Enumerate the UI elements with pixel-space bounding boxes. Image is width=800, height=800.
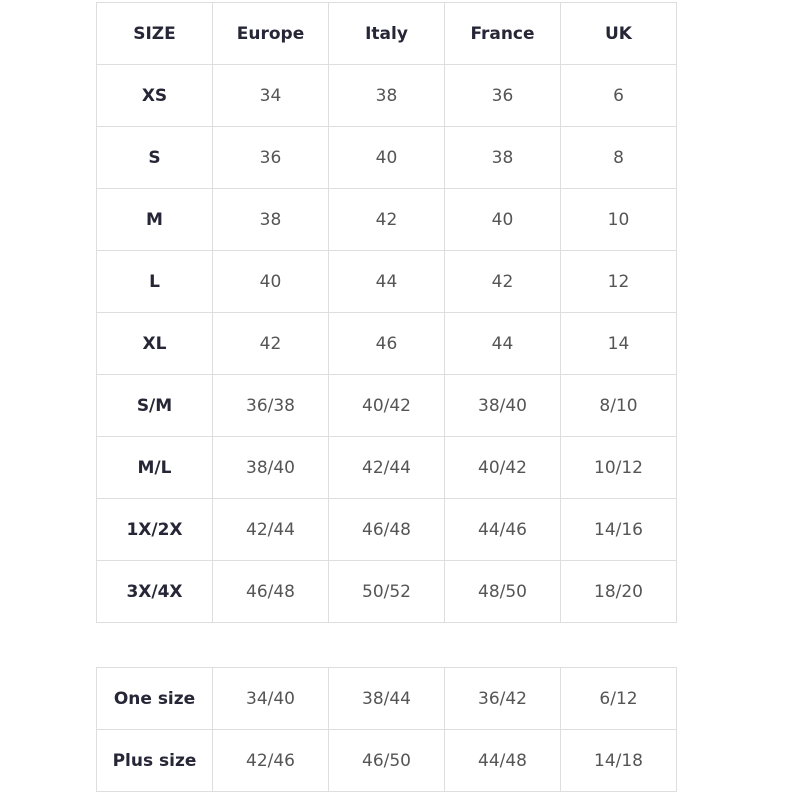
table-row: XL 42 46 44 14 [96,312,677,375]
column-header: Italy [328,2,445,65]
size-value-cell: 14 [560,312,677,375]
size-label-cell: S/M [96,374,213,437]
size-label-cell: 1X/2X [96,498,213,561]
column-header: SIZE [96,2,213,65]
special-size-table: One size 34/40 38/44 36/42 6/12 Plus size 42/4… [96,667,677,792]
size-value-cell: 48/50 [444,560,561,623]
size-value-cell: 40 [444,188,561,251]
size-label-cell: 3X/4X [96,560,213,623]
size-value-cell: 34/40 [212,667,329,730]
size-value-cell: 38/44 [328,667,445,730]
size-value-cell: 18/20 [560,560,677,623]
size-value-cell: 38/40 [212,436,329,499]
table-row: One size 34/40 38/44 36/42 6/12 [96,667,677,730]
table-header-row: SIZE Europe Italy France UK [96,2,677,65]
size-value-cell: 42/46 [212,729,329,792]
table-row: M 38 42 40 10 [96,188,677,251]
table-row: XS 34 38 36 6 [96,64,677,127]
size-value-cell: 38 [212,188,329,251]
table-row: 3X/4X 46/48 50/52 48/50 18/20 [96,560,677,623]
size-value-cell: 40/42 [328,374,445,437]
size-value-cell: 46 [328,312,445,375]
size-label-cell: Plus size [96,729,213,792]
column-header: France [444,2,561,65]
column-header: Europe [212,2,329,65]
size-value-cell: 50/52 [328,560,445,623]
table-row: Plus size 42/46 46/50 44/48 14/18 [96,729,677,792]
size-value-cell: 36/42 [444,667,561,730]
size-value-cell: 8/10 [560,374,677,437]
size-value-cell: 44/46 [444,498,561,561]
size-value-cell: 40 [212,250,329,313]
size-value-cell: 44 [444,312,561,375]
size-value-cell: 46/48 [212,560,329,623]
size-value-cell: 42/44 [212,498,329,561]
column-header: UK [560,2,677,65]
size-value-cell: 6/12 [560,667,677,730]
size-label-cell: M/L [96,436,213,499]
size-label-cell: XL [96,312,213,375]
size-value-cell: 36 [212,126,329,189]
size-value-cell: 42 [328,188,445,251]
table-row: 1X/2X 42/44 46/48 44/46 14/16 [96,498,677,561]
size-value-cell: 40/42 [444,436,561,499]
size-value-cell: 40 [328,126,445,189]
size-value-cell: 6 [560,64,677,127]
size-value-cell: 36 [444,64,561,127]
size-value-cell: 42/44 [328,436,445,499]
size-value-cell: 12 [560,250,677,313]
size-label-cell: XS [96,64,213,127]
size-value-cell: 44 [328,250,445,313]
size-value-cell: 14/16 [560,498,677,561]
size-conversion-table: SIZE Europe Italy France UK XS 34 38 36 6 S 36 40 38… [96,2,677,623]
table-row: S 36 40 38 8 [96,126,677,189]
size-value-cell: 46/48 [328,498,445,561]
size-value-cell: 42 [444,250,561,313]
size-value-cell: 46/50 [328,729,445,792]
size-value-cell: 10/12 [560,436,677,499]
table-row: M/L 38/40 42/44 40/42 10/12 [96,436,677,499]
size-value-cell: 38/40 [444,374,561,437]
size-value-cell: 10 [560,188,677,251]
size-value-cell: 14/18 [560,729,677,792]
size-label-cell: S [96,126,213,189]
size-value-cell: 38 [328,64,445,127]
size-value-cell: 42 [212,312,329,375]
table-row: L 40 44 42 12 [96,250,677,313]
size-label-cell: L [96,250,213,313]
table-row: S/M 36/38 40/42 38/40 8/10 [96,374,677,437]
size-label-cell: One size [96,667,213,730]
size-label-cell: M [96,188,213,251]
size-value-cell: 44/48 [444,729,561,792]
size-value-cell: 34 [212,64,329,127]
size-value-cell: 36/38 [212,374,329,437]
size-value-cell: 8 [560,126,677,189]
size-value-cell: 38 [444,126,561,189]
